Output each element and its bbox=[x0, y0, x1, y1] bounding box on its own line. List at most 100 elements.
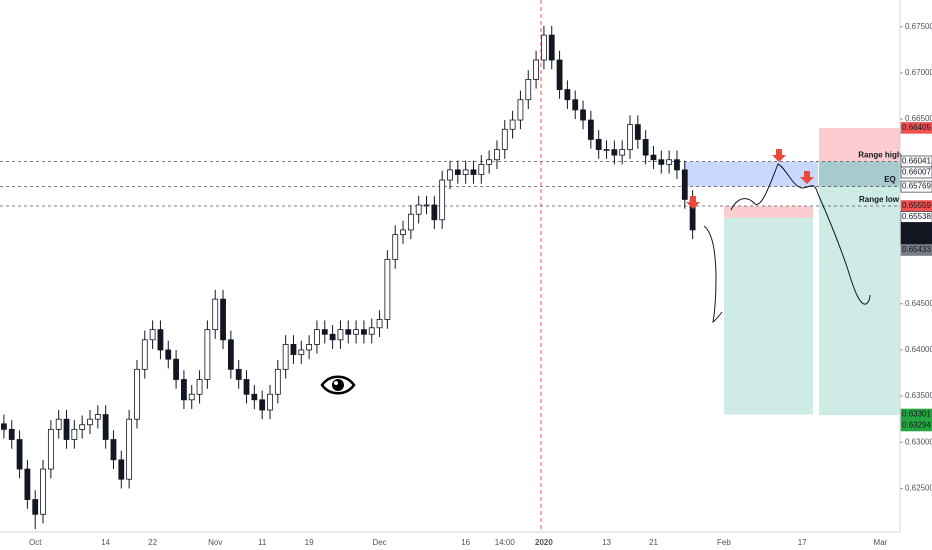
candle-body bbox=[259, 399, 266, 411]
candle-body bbox=[470, 169, 477, 175]
candle-body bbox=[235, 368, 242, 380]
zone bbox=[724, 217, 813, 415]
zone bbox=[819, 161, 900, 187]
candle-body bbox=[274, 368, 281, 395]
candle-body bbox=[243, 379, 250, 395]
candle-body bbox=[134, 368, 140, 420]
candle-body bbox=[407, 213, 414, 231]
candle-body bbox=[181, 379, 187, 401]
y-tick-label: 0.63000 bbox=[905, 437, 932, 446]
candle-body bbox=[345, 329, 352, 335]
candle-body bbox=[619, 149, 626, 156]
candle-body bbox=[141, 339, 148, 370]
candle-body bbox=[501, 128, 508, 150]
candle-body bbox=[415, 204, 422, 215]
zone bbox=[684, 161, 818, 187]
price-tag-label: 0.65433 bbox=[902, 245, 931, 254]
y-tick-label: 0.64000 bbox=[905, 345, 932, 354]
candle-body bbox=[329, 333, 336, 341]
candle-body bbox=[314, 329, 320, 345]
candle-body bbox=[47, 428, 54, 470]
x-tick-label: 14 bbox=[101, 538, 110, 547]
candle-body bbox=[306, 344, 313, 351]
candle-body bbox=[337, 329, 344, 341]
price-tag-label: 0.65769 bbox=[902, 182, 931, 191]
down-arrow bbox=[800, 171, 814, 184]
candle-body bbox=[611, 149, 618, 156]
y-tick-label: 0.64500 bbox=[905, 299, 932, 308]
candle-body bbox=[126, 418, 133, 480]
candle-body bbox=[220, 298, 226, 341]
candle-body bbox=[32, 499, 39, 515]
x-tick-label: 11 bbox=[258, 538, 267, 547]
candle-body bbox=[204, 329, 211, 380]
price-tag-label: 0.65559 bbox=[902, 201, 931, 210]
candle-body bbox=[541, 34, 547, 61]
price-tags: 0.66405 0.66041 0.66007 0.65769 0.65559 0.655… bbox=[900, 122, 932, 432]
candle-body bbox=[282, 344, 289, 370]
x-tick-label: Dec bbox=[372, 538, 386, 547]
candle-body bbox=[564, 89, 571, 101]
candle-body bbox=[1, 423, 7, 430]
candle-body bbox=[353, 329, 359, 335]
x-tick-label: Oct bbox=[29, 538, 42, 547]
candle-body bbox=[462, 169, 469, 175]
y-tick-label: 0.67500 bbox=[905, 22, 932, 31]
candle-body bbox=[118, 459, 125, 480]
candle-body bbox=[110, 439, 117, 461]
y-tick-label: 0.67000 bbox=[905, 68, 932, 77]
candle-body bbox=[674, 159, 680, 171]
zone bbox=[724, 205, 813, 218]
eye-pupil bbox=[332, 379, 344, 391]
price-tag-label: 0.66041 bbox=[902, 157, 931, 166]
candle-body bbox=[40, 468, 46, 515]
candle-body bbox=[94, 414, 101, 420]
candle-body bbox=[603, 149, 610, 151]
candle-body bbox=[494, 149, 500, 161]
candle-body bbox=[196, 379, 203, 395]
candle-body bbox=[658, 159, 665, 165]
candle-body bbox=[165, 349, 172, 360]
x-tick-label: 19 bbox=[305, 538, 314, 547]
arrows bbox=[686, 149, 814, 209]
price-tag-label: 0.66405 bbox=[902, 123, 931, 132]
projection-path bbox=[730, 163, 871, 305]
zone-label: Range low bbox=[859, 195, 900, 204]
price-tag-label: 0.63294 bbox=[902, 421, 931, 430]
candle-body bbox=[8, 428, 15, 440]
projection-path bbox=[703, 225, 723, 324]
zones bbox=[684, 127, 900, 416]
candle-body bbox=[24, 468, 31, 500]
x-tick-label: 21 bbox=[649, 538, 658, 547]
price-tag-label: 0.65474 bbox=[902, 223, 931, 232]
candles bbox=[1, 25, 696, 530]
axes: 0.67500 0.67000 0.66500 0.64500 0.64000 0.635… bbox=[29, 22, 932, 547]
x-tick-label: Nov bbox=[208, 538, 222, 547]
candle-body bbox=[188, 393, 195, 401]
price-tag-label: 0.63301 bbox=[902, 410, 931, 419]
price-tag-bg bbox=[900, 166, 932, 179]
candle-body bbox=[486, 159, 493, 165]
candle-body bbox=[173, 358, 179, 380]
price-tag-label: 03:55 bbox=[906, 234, 927, 243]
price-tag-label: 0.66007 bbox=[902, 168, 931, 177]
candle-body bbox=[595, 139, 602, 150]
candle-body bbox=[321, 329, 328, 335]
candle-body bbox=[627, 124, 633, 150]
candle-body bbox=[267, 393, 273, 411]
candle-body bbox=[642, 139, 649, 156]
x-tick-label: 13 bbox=[602, 538, 611, 547]
candle-body bbox=[681, 169, 688, 200]
x-tick-label: 2020 bbox=[535, 538, 553, 547]
candle-body bbox=[431, 204, 438, 221]
x-tick-label: 17 bbox=[798, 538, 807, 547]
candle-body bbox=[478, 163, 485, 175]
candle-body bbox=[400, 229, 406, 235]
candle-body bbox=[587, 119, 594, 140]
y-tick-label: 0.62500 bbox=[905, 484, 932, 493]
candle-body bbox=[227, 339, 234, 370]
down-arrow bbox=[686, 196, 700, 209]
candle-body bbox=[580, 109, 586, 121]
candle-body bbox=[368, 327, 375, 335]
